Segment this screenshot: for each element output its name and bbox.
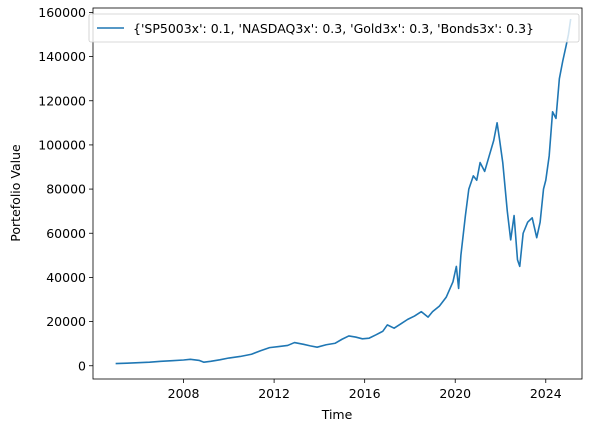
x-tick-label-2012: 2012 bbox=[258, 386, 290, 401]
series-layer bbox=[115, 18, 572, 365]
plot-background bbox=[93, 8, 582, 379]
y-tick-label-160000: 160000 bbox=[38, 5, 86, 20]
y-tick-label-0: 0 bbox=[78, 358, 86, 373]
x-tick-label-2008: 2008 bbox=[168, 386, 200, 401]
y-tick-label-20000: 20000 bbox=[46, 314, 86, 329]
y-tick-label-60000: 60000 bbox=[46, 226, 86, 241]
y-tick-label-40000: 40000 bbox=[46, 270, 86, 285]
legend-entry-label: {'SP5003x': 0.1, 'NASDAQ3x': 0.3, 'Gold3… bbox=[133, 21, 534, 36]
plot-frame bbox=[92, 7, 583, 380]
x-tick-label-2020: 2020 bbox=[439, 386, 471, 401]
y-axis-label: Portefolio Value bbox=[8, 144, 23, 242]
x-tick-label-2016: 2016 bbox=[349, 386, 381, 401]
y-tick-label-100000: 100000 bbox=[38, 137, 86, 152]
y-axis: 0 20000 40000 60000 80000 100000 120000 140000 1… bbox=[38, 5, 93, 373]
x-axis: 2008 2012 2016 2020 2024 bbox=[168, 379, 562, 401]
x-axis-label: Time bbox=[321, 407, 353, 422]
y-tick-label-140000: 140000 bbox=[38, 49, 86, 64]
series-line-0 bbox=[115, 18, 572, 365]
legend-box bbox=[88, 13, 580, 43]
y-tick-label-120000: 120000 bbox=[38, 93, 86, 108]
legend: {'SP5003x': 0.1, 'NASDAQ3x': 0.3, 'Gold3… bbox=[88, 13, 580, 43]
x-tick-label-2024: 2024 bbox=[530, 386, 562, 401]
y-tick-label-80000: 80000 bbox=[46, 182, 86, 197]
